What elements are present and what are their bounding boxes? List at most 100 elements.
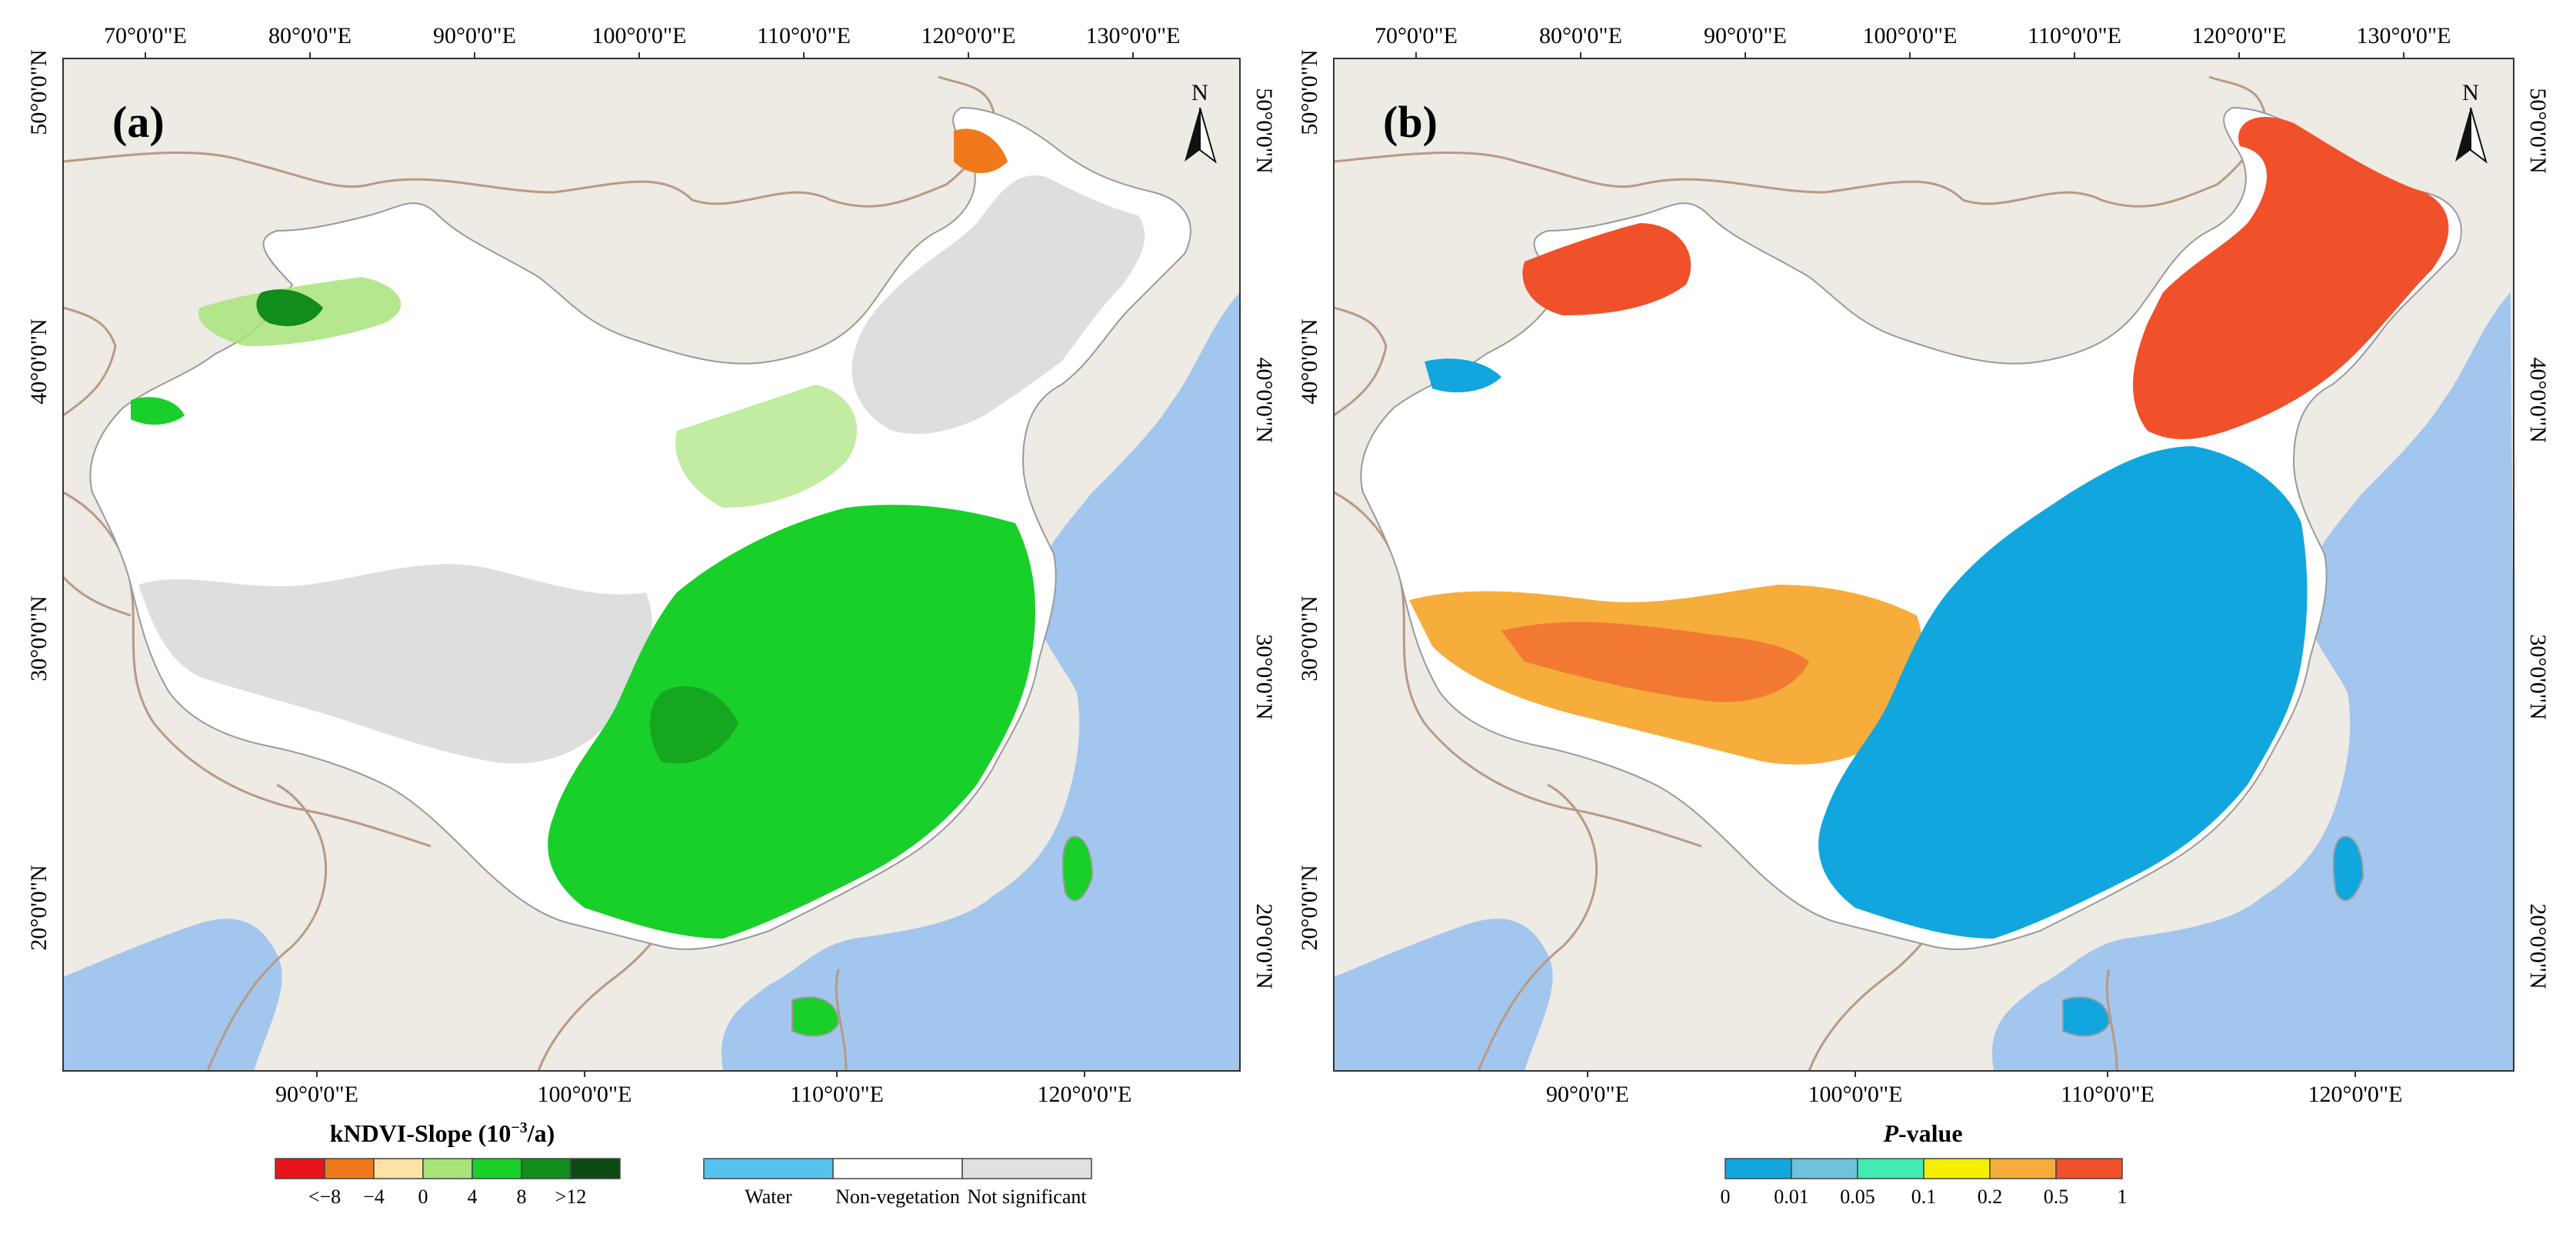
ocean-area [721, 292, 1240, 1071]
legend-slope-tick-label: <−8 [308, 1186, 341, 1208]
not-significant-area [851, 175, 1145, 434]
legend-pvalue: P-value 0 0.01 0.05 0.1 0.2 0.5 1 [1721, 1119, 2128, 1208]
lon-label: 120°0'0"E [1038, 1082, 1132, 1107]
legend-pvalue-swatch [1725, 1158, 1792, 1179]
legend-pvalue-swatch [1857, 1158, 1925, 1179]
lat-label: 40°0'0"N [1297, 319, 1322, 404]
legend-pvalue-tick-label: 0 [1721, 1186, 1731, 1208]
lat-label: 50°0'0"N [2525, 88, 2551, 173]
lon-label: 130°0'0"E [1086, 23, 1181, 48]
panel-label: (b) [1383, 97, 1438, 147]
north-arrow-icon: N [1185, 80, 1217, 164]
legend-slope-swatch [324, 1158, 375, 1179]
pvalue-high-area [1522, 223, 1691, 315]
legend-pvalue-swatches [1725, 1158, 2123, 1179]
legend-pvalue-swatch [1791, 1158, 1858, 1179]
lon-label: 70°0'0"E [1375, 23, 1458, 48]
lon-label: 100°0'0"E [592, 23, 687, 48]
legend-class-labels: Water Non-vegetation Not significant [745, 1186, 1087, 1208]
legend-class-label: Water [745, 1186, 792, 1208]
lat-label: 20°0'0"N [1297, 865, 1322, 950]
map-a-basemap [63, 58, 1240, 1071]
lon-label: 100°0'0"E [538, 1082, 632, 1107]
lat-label: 30°0'0"N [2525, 634, 2551, 719]
lon-label: 90°0'0"E [1704, 23, 1787, 48]
lon-label: 110°0'0"E [757, 23, 851, 48]
legend-pvalue-swatch [2055, 1158, 2123, 1179]
lon-label: 80°0'0"E [1539, 23, 1622, 48]
north-letter: N [1191, 80, 1208, 105]
lon-label: 130°0'0"E [2357, 23, 2451, 48]
map-panel-b: (b) N 70°0'0"E 80°0'0"E 90°0'0"E 100°0'0… [1297, 23, 2551, 1107]
legend-slope-swatches [275, 1158, 621, 1179]
legend-class-swatches [703, 1158, 1092, 1179]
slope-dark-green [131, 397, 185, 425]
legend-slope: kNDVI-Slope (10−3/a) <−8 −4 0 4 8 >12 [275, 1119, 621, 1208]
ocean-west [1334, 919, 1553, 1071]
lat-label: 50°0'0"N [26, 49, 52, 135]
legend-slope-tick-label: −4 [363, 1186, 385, 1208]
pvalue-low-area [1425, 359, 1501, 392]
lat-label: 50°0'0"N [1251, 88, 1277, 173]
legend-slope-tick-label: >12 [555, 1186, 587, 1208]
lat-label: 30°0'0"N [1297, 595, 1322, 681]
lon-label: 100°0'0"E [1808, 1082, 1903, 1107]
north-letter: N [2462, 80, 2479, 105]
left-lat-labels-b: 50°0'0"N 40°0'0"N 30°0'0"N 20°0'0"N [1297, 49, 1322, 950]
slope-dark-green [256, 289, 323, 326]
legend-pvalue-ticks: 0 0.01 0.05 0.1 0.2 0.5 1 [1721, 1186, 2128, 1208]
legend-slope-swatch [275, 1158, 325, 1179]
legend-pvalue-tick-label: 0.1 [1911, 1186, 1937, 1208]
legend-slope-swatch [570, 1158, 621, 1179]
ocean-west [63, 919, 282, 1071]
lon-label: 90°0'0"E [433, 23, 516, 48]
legend-pvalue-tick-label: 0.2 [1978, 1186, 2003, 1208]
panel-label: (a) [112, 97, 165, 147]
map-b-basemap [1334, 58, 2514, 1071]
lat-label: 40°0'0"N [2525, 357, 2551, 442]
legend-pvalue-title: P-value [1882, 1119, 1962, 1147]
lon-label: 110°0'0"E [790, 1082, 884, 1107]
legend-class: Water Non-vegetation Not significant [703, 1158, 1092, 1208]
hainan-island [2062, 996, 2111, 1037]
legend-slope-title: kNDVI-Slope (10−3/a) [330, 1119, 555, 1147]
map-panel-a: (a) N 70°0'0"E 80°0'0"E 90°0'0"E 100°0'0… [26, 23, 1277, 1107]
legend-pvalue-tick-label: 0.05 [1840, 1186, 1875, 1208]
map-frame [62, 58, 1241, 1072]
lat-label: 30°0'0"N [1251, 634, 1277, 719]
legend-class-label: Not significant [967, 1186, 1087, 1208]
legend-pvalue-swatch [1989, 1158, 2057, 1179]
legend-pvalue-tick-label: 1 [2118, 1186, 2128, 1208]
slope-bright-green [548, 505, 1035, 939]
top-lon-labels-b: 70°0'0"E 80°0'0"E 90°0'0"E 100°0'0"E 110… [1375, 23, 2451, 48]
lat-label: 20°0'0"N [26, 865, 52, 950]
pvalue-high-area [2133, 116, 2449, 439]
legend-pvalue-tick-label: 0.01 [1774, 1186, 1809, 1208]
lat-label: 20°0'0"N [1251, 903, 1277, 989]
bottom-lon-labels-a: 90°0'0"E 100°0'0"E 110°0'0"E 120°0'0"E [275, 1082, 1131, 1107]
legend-slope-swatch [472, 1158, 522, 1179]
legend-pvalue-swatch [1923, 1158, 1991, 1179]
legend-slope-swatch [521, 1158, 572, 1179]
legend-slope-tick-label: 0 [418, 1186, 428, 1208]
legend-slope-tick-label: 8 [517, 1186, 527, 1208]
legend-class-label: Non-vegetation [835, 1186, 960, 1208]
top-lon-labels-a: 70°0'0"E 80°0'0"E 90°0'0"E 100°0'0"E 110… [104, 23, 1180, 48]
lon-label: 80°0'0"E [268, 23, 352, 48]
map-frame [1333, 58, 2514, 1072]
legend-class-swatch [832, 1158, 963, 1179]
slope-dark-green [650, 686, 738, 764]
top-ticks-b [1415, 52, 2404, 1077]
legend-slope-swatch [422, 1158, 473, 1179]
lat-label: 50°0'0"N [1297, 49, 1322, 135]
lat-label: 40°0'0"N [26, 319, 52, 404]
lon-label: 90°0'0"E [1546, 1082, 1629, 1107]
legend-class-swatch [961, 1158, 1092, 1179]
lon-label: 100°0'0"E [1863, 23, 1958, 48]
hainan-island [791, 996, 840, 1037]
legend-slope-swatch [373, 1158, 424, 1179]
pvalue-low-area [1818, 446, 2308, 939]
legend-slope-ticks: <−8 −4 0 4 8 >12 [308, 1186, 587, 1208]
taiwan-island [2332, 835, 2364, 902]
